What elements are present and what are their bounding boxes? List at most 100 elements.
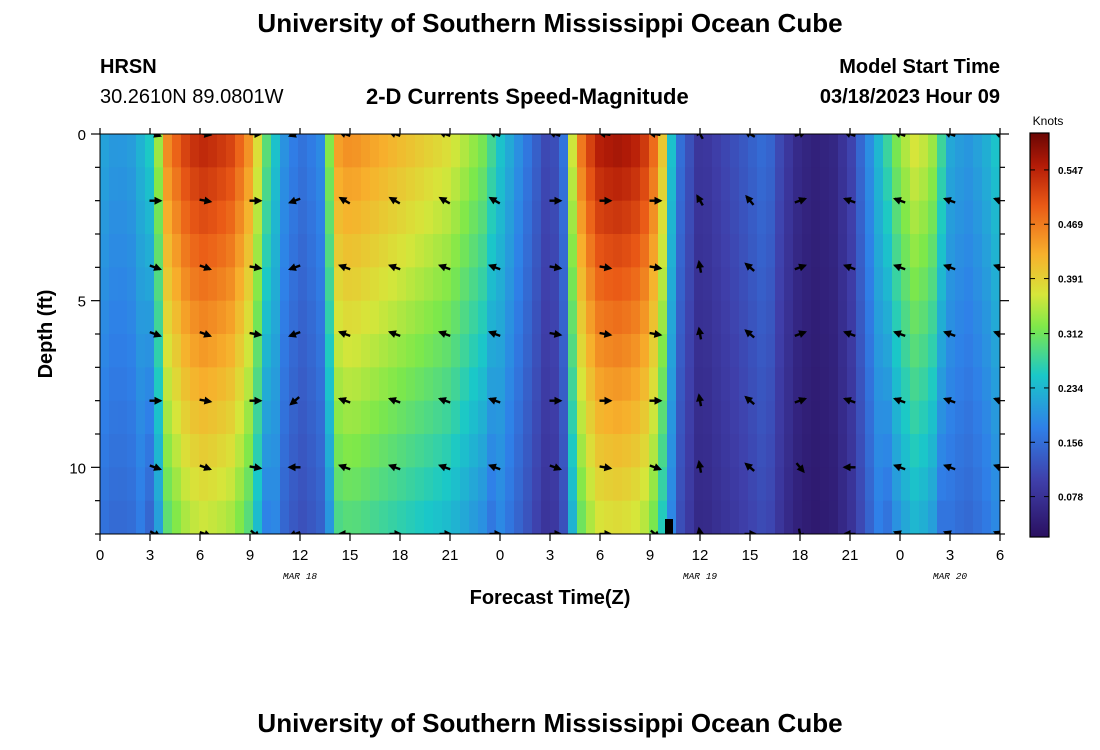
vector-head <box>488 196 498 205</box>
heatmap-cell <box>370 334 380 368</box>
heatmap-cell <box>667 234 677 268</box>
heatmap-cell <box>568 267 578 302</box>
heatmap-cell <box>946 234 956 268</box>
heatmap-cell <box>883 500 893 534</box>
heatmap-cell <box>451 434 461 468</box>
heatmap-cell <box>532 300 542 335</box>
heatmap-cell <box>829 267 839 302</box>
heatmap-cell <box>163 300 173 335</box>
heatmap-cell <box>217 134 227 168</box>
heatmap-cell <box>154 467 164 502</box>
heatmap-cell <box>388 500 398 534</box>
heatmap-cell <box>316 334 326 368</box>
heatmap-cell <box>253 267 263 302</box>
heatmap-cell <box>379 234 389 268</box>
heatmap-cell <box>811 167 821 202</box>
heatmap-cell <box>406 167 416 202</box>
heatmap-cell <box>946 300 956 335</box>
x-tick-label: 15 <box>342 547 359 564</box>
heatmap-cell <box>496 167 506 202</box>
heatmap-cell <box>640 300 650 335</box>
heatmap-cell <box>883 300 893 335</box>
vector-head <box>438 397 447 405</box>
vector-head <box>893 463 902 472</box>
heatmap-cell <box>370 267 380 302</box>
heatmap-cell <box>568 434 578 468</box>
heatmap-cell <box>307 400 317 435</box>
heatmap-cell <box>217 300 227 335</box>
heatmap-cell <box>307 234 317 268</box>
heatmap-cell <box>208 200 218 235</box>
heatmap-cell <box>955 200 965 235</box>
heatmap-cell <box>568 167 578 202</box>
heatmap-cell <box>208 434 218 468</box>
heatmap-cell <box>235 400 245 435</box>
heatmap-cell <box>892 400 902 435</box>
heatmap-cell <box>820 300 830 335</box>
heatmap-cell <box>244 500 254 534</box>
current-vector <box>199 134 213 138</box>
heatmap-cell <box>946 134 956 168</box>
heatmap-cell <box>352 267 362 302</box>
heatmap-cell <box>433 467 443 502</box>
heatmap-cell <box>289 200 299 235</box>
heatmap-cell <box>703 400 713 435</box>
heatmap-cell <box>154 134 164 168</box>
heatmap-cell <box>334 434 344 468</box>
heatmap-cell <box>199 467 209 502</box>
heatmap-cell <box>514 434 524 468</box>
current-vector <box>549 330 563 338</box>
vector-head <box>444 530 453 534</box>
heatmap-cell <box>262 434 272 468</box>
heatmap-cell <box>568 200 578 235</box>
heatmap-cell <box>271 467 281 502</box>
vector-head <box>599 134 606 138</box>
heatmap-cell <box>991 367 1000 402</box>
current-vectors <box>149 134 1000 534</box>
heatmap-cell <box>631 434 641 468</box>
heatmap-cell <box>838 267 848 302</box>
heatmap-cell <box>145 400 155 435</box>
heatmap-cell <box>109 267 119 302</box>
heatmap-cell <box>289 434 299 468</box>
heatmap-cell <box>730 200 740 235</box>
heatmap-cell <box>631 334 641 368</box>
heatmap-cell <box>343 334 353 368</box>
heatmap-cell <box>757 334 767 368</box>
heatmap-cell <box>136 400 146 435</box>
heatmap-cell <box>604 467 614 502</box>
heatmap-cell <box>712 334 722 368</box>
heatmap-cell <box>415 234 425 268</box>
heatmap-cell <box>208 267 218 302</box>
heatmap-cell <box>865 400 875 435</box>
heatmap-cell <box>109 300 119 335</box>
heatmap-cell <box>451 334 461 368</box>
x-tick-label: 6 <box>196 547 204 564</box>
heatmap-cell <box>559 134 569 168</box>
heatmap-cell <box>172 434 182 468</box>
heatmap-cell <box>901 200 911 235</box>
heatmap-cell <box>262 367 272 402</box>
heatmap-cell <box>622 467 632 502</box>
heatmap-cell <box>892 300 902 335</box>
x-tick-label: 6 <box>996 547 1004 564</box>
current-vector <box>794 134 805 138</box>
x-tick-label: 21 <box>442 547 459 564</box>
heatmap-cell <box>883 367 893 402</box>
heatmap-cell <box>784 267 794 302</box>
heatmap-cell <box>739 500 749 534</box>
heatmap-cell <box>172 400 182 435</box>
x-tick-label: 3 <box>146 547 154 564</box>
vector-head <box>554 396 563 405</box>
heatmap-cell <box>757 467 767 502</box>
current-vector <box>696 526 704 534</box>
heatmap-cell <box>685 434 695 468</box>
heatmap-cell <box>577 434 587 468</box>
heatmap-cell <box>568 467 578 502</box>
heatmap-cell <box>559 367 569 402</box>
current-vector <box>696 259 704 273</box>
vector-head <box>893 197 902 205</box>
heatmap-cell <box>145 267 155 302</box>
vector-head <box>553 330 563 338</box>
heatmap-cell <box>640 167 650 202</box>
